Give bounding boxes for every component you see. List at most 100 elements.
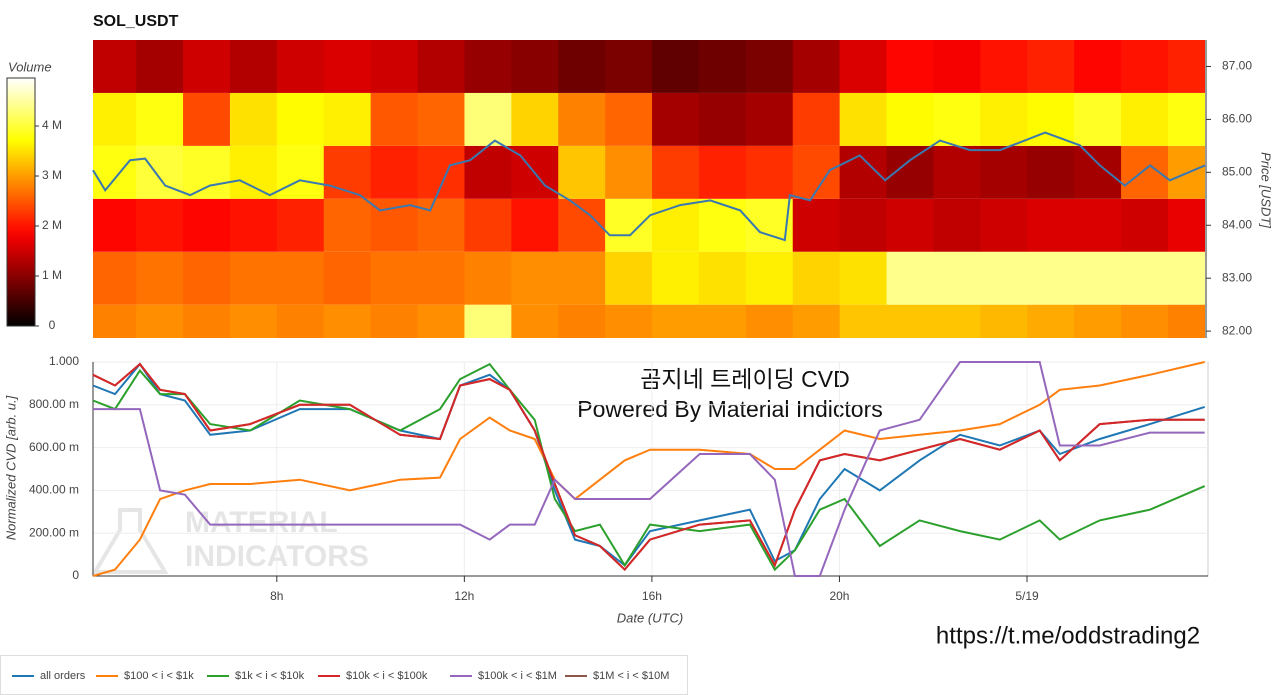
heatmap-cell xyxy=(229,198,278,252)
heatmap-cell xyxy=(417,198,465,252)
heatmap-cell xyxy=(605,198,653,252)
y-tick-label: 200.00 m xyxy=(29,525,79,539)
colorbar-tick-label: 2 M xyxy=(42,218,62,232)
heatmap-cell xyxy=(605,92,653,146)
x-tick-label: 5/19 xyxy=(1015,589,1039,603)
heatmap-cell xyxy=(1121,145,1169,199)
heatmap-cell xyxy=(1027,251,1075,305)
y-tick-label: 600.00 m xyxy=(29,440,79,454)
heatmap-cell xyxy=(933,145,981,199)
heatmap-cell xyxy=(276,198,325,252)
heatmap-cell xyxy=(605,251,653,305)
y-tick-label: 1.000 xyxy=(49,354,79,368)
y-axis-label: Normalized CVD [arb. u.] xyxy=(3,395,18,540)
heatmap-cell xyxy=(511,92,559,146)
legend-label: all orders xyxy=(40,670,86,682)
heatmap-cell xyxy=(229,92,278,146)
heatmap-cell xyxy=(933,251,981,305)
heatmap-cell xyxy=(839,304,888,338)
heatmap-cell xyxy=(464,145,512,199)
heatmap-cell xyxy=(93,92,137,146)
heatmap-cell xyxy=(183,40,231,93)
heatmap-cell xyxy=(136,92,184,146)
heatmap-cell xyxy=(745,304,794,338)
x-tick-label: 16h xyxy=(642,589,662,603)
heatmap-cell xyxy=(1121,251,1169,305)
heatmap-cell xyxy=(652,40,700,93)
heatmap-cell xyxy=(93,198,137,252)
heatmap-cell xyxy=(933,40,981,93)
heatmap-cell xyxy=(1121,92,1169,146)
heatmap-cell xyxy=(980,92,1028,146)
heatmap-cell xyxy=(933,198,981,252)
heatmap-cell xyxy=(464,92,512,146)
heatmap-cell xyxy=(417,304,465,338)
series-line xyxy=(93,361,1205,577)
heatmap-cell xyxy=(183,92,231,146)
heatmap-cell xyxy=(1027,145,1075,199)
heatmap-cell xyxy=(417,145,465,199)
y-tick-label: 84.00 xyxy=(1222,217,1252,231)
heatmap-cell xyxy=(745,92,794,146)
x-tick-label: 20h xyxy=(829,589,849,603)
heatmap-cell xyxy=(1121,304,1169,338)
heatmap-cell xyxy=(1121,40,1169,93)
heatmap-cell xyxy=(652,92,700,146)
colorbar-tick-label: 1 M xyxy=(42,268,62,282)
heatmap-cell xyxy=(183,251,231,305)
heatmap-cell xyxy=(370,251,419,305)
heatmap-cell xyxy=(1027,40,1075,93)
heatmap-cell xyxy=(698,92,747,146)
heatmap-cell xyxy=(886,251,934,305)
heatmap-cell xyxy=(370,92,419,146)
y-tick-label: 85.00 xyxy=(1222,164,1252,178)
heatmap-cell xyxy=(183,145,231,199)
heatmap-cell xyxy=(323,251,372,305)
chart-title: SOL_USDT xyxy=(93,13,179,30)
heatmap-cell xyxy=(605,304,653,338)
series-line xyxy=(92,361,1205,577)
y-tick-label: 82.00 xyxy=(1222,323,1252,337)
heatmap-cell xyxy=(370,40,419,93)
heatmap-cell xyxy=(1027,304,1075,338)
heatmap-cell xyxy=(980,251,1028,305)
x-axis-label: Date (UTC) xyxy=(617,610,683,625)
heatmap-cell xyxy=(511,198,559,252)
heatmap-cell xyxy=(511,40,559,93)
legend-label: $1M < i < $10M xyxy=(593,670,669,682)
heatmap-cell xyxy=(745,145,794,199)
heatmap-cell xyxy=(980,304,1028,338)
heatmap-cell xyxy=(1167,304,1205,338)
heatmap-cell xyxy=(370,198,419,252)
y-tick-label: 0 xyxy=(72,568,79,582)
heatmap-cell xyxy=(323,92,372,146)
heatmap-cell xyxy=(652,145,700,199)
heatmap-cell xyxy=(886,40,934,93)
heatmap-cell xyxy=(1027,198,1075,252)
heatmap-cell xyxy=(136,251,184,305)
legend-label: $10k < i < $100k xyxy=(346,670,428,682)
series-line xyxy=(92,362,1206,572)
heatmap-cell xyxy=(652,304,700,338)
heatmap-cell xyxy=(1074,145,1122,199)
heatmap-cell xyxy=(792,304,841,338)
heatmap-cell xyxy=(370,304,419,338)
heatmap-cell xyxy=(1074,40,1122,93)
heatmap-cell xyxy=(1167,251,1205,305)
heatmap-cell xyxy=(93,304,137,338)
heatmap-cell xyxy=(839,198,888,252)
y-tick-label: 83.00 xyxy=(1222,270,1252,284)
heatmap-cell xyxy=(464,251,512,305)
heatmap-cell xyxy=(839,92,888,146)
heatmap-cell xyxy=(933,304,981,338)
legend-label: $100k < i < $1M xyxy=(478,670,557,682)
heatmap-cell xyxy=(370,145,419,199)
heatmap-cell xyxy=(605,40,653,93)
heatmap-cell xyxy=(276,92,325,146)
heatmap-cell xyxy=(839,251,888,305)
heatmap-cell xyxy=(792,92,841,146)
heatmap-cell xyxy=(276,304,325,338)
heatmap-cell xyxy=(558,40,606,93)
heatmap-cell xyxy=(229,304,278,338)
